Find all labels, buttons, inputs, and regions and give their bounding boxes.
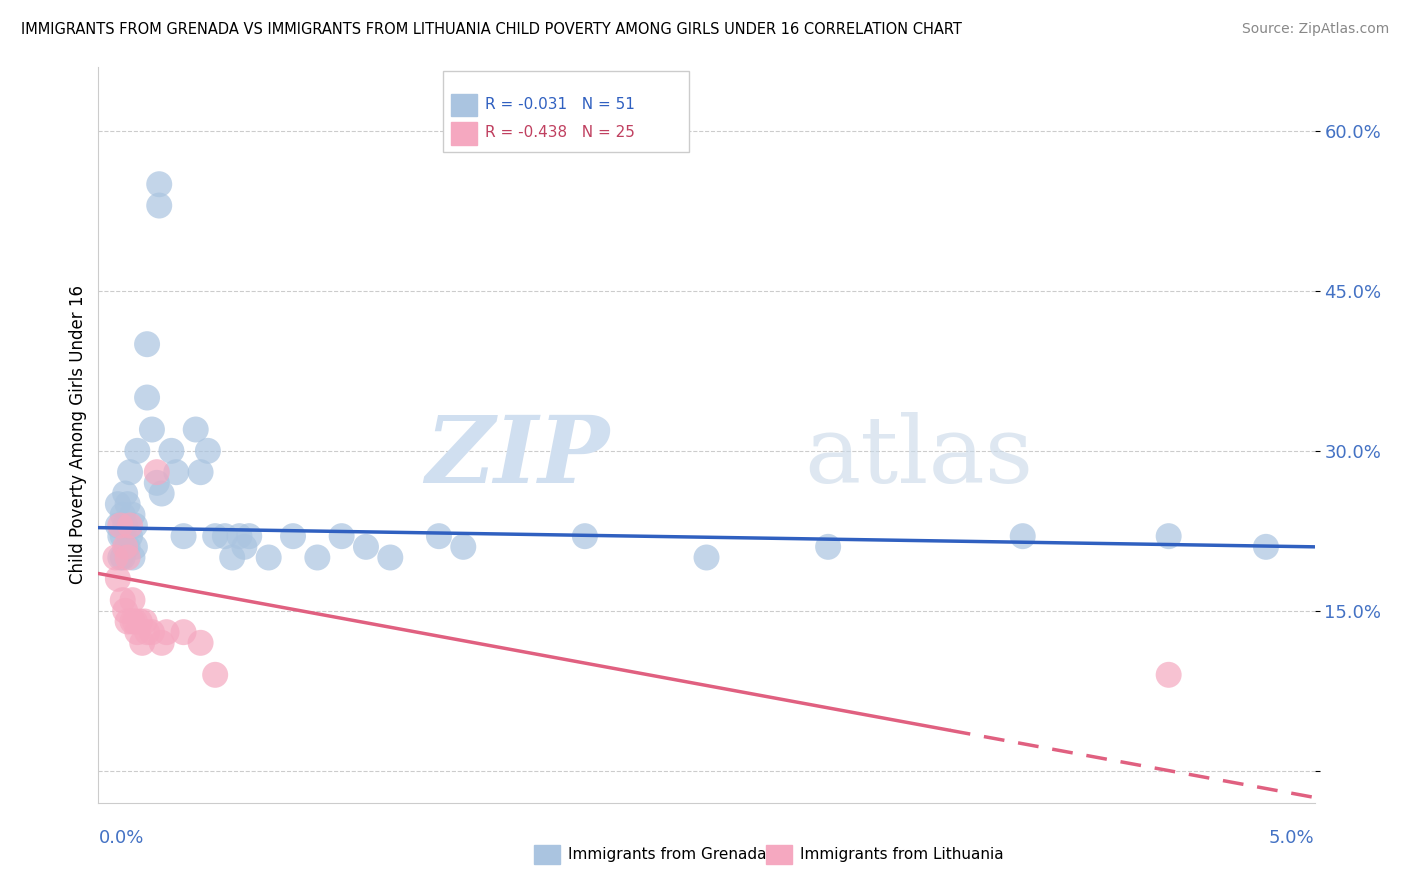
Point	[150, 486, 173, 500]
Point	[111, 529, 134, 543]
Point	[696, 550, 718, 565]
Point	[204, 668, 226, 682]
Text: ZIP: ZIP	[425, 412, 609, 502]
Text: atlas: atlas	[804, 412, 1033, 502]
Point	[173, 529, 195, 543]
Point	[173, 625, 195, 640]
Point	[136, 337, 159, 351]
Point	[107, 518, 129, 533]
Text: R = -0.031   N = 51: R = -0.031 N = 51	[485, 97, 636, 112]
Point	[117, 497, 139, 511]
Text: Immigrants from Grenada: Immigrants from Grenada	[568, 847, 766, 862]
Point	[190, 636, 212, 650]
Text: 0.0%: 0.0%	[98, 830, 143, 847]
Point	[281, 529, 304, 543]
Point	[114, 518, 136, 533]
Point	[141, 625, 163, 640]
Point	[148, 198, 170, 212]
Point	[117, 615, 139, 629]
Point	[114, 486, 136, 500]
Point	[330, 529, 353, 543]
Point	[114, 604, 136, 618]
Point	[817, 540, 839, 554]
Point	[127, 443, 149, 458]
Point	[380, 550, 402, 565]
Point	[110, 529, 132, 543]
Point	[111, 508, 134, 522]
Point	[257, 550, 280, 565]
Point	[107, 497, 129, 511]
Point	[118, 529, 141, 543]
Y-axis label: Child Poverty Among Girls Under 16: Child Poverty Among Girls Under 16	[69, 285, 87, 584]
Point	[148, 178, 170, 192]
Text: Immigrants from Lithuania: Immigrants from Lithuania	[800, 847, 1004, 862]
Point	[114, 540, 136, 554]
Point	[228, 529, 250, 543]
Point	[136, 391, 159, 405]
Point	[146, 475, 169, 490]
Point	[1157, 529, 1180, 543]
Point	[111, 593, 134, 607]
Point	[104, 550, 127, 565]
Point	[121, 508, 143, 522]
Point	[141, 423, 163, 437]
Point	[128, 615, 150, 629]
Point	[204, 529, 226, 543]
Point	[354, 540, 377, 554]
Point	[134, 615, 156, 629]
Text: Source: ZipAtlas.com: Source: ZipAtlas.com	[1241, 22, 1389, 37]
Point	[118, 518, 141, 533]
Point	[307, 550, 329, 565]
Point	[190, 465, 212, 479]
Point	[136, 625, 159, 640]
Point	[184, 423, 207, 437]
Point	[233, 540, 256, 554]
Point	[146, 465, 169, 479]
Point	[221, 550, 243, 565]
Point	[131, 636, 153, 650]
Point	[124, 518, 146, 533]
Point	[427, 529, 450, 543]
Point	[121, 593, 143, 607]
Text: R = -0.438   N = 25: R = -0.438 N = 25	[485, 126, 636, 140]
Point	[117, 540, 139, 554]
Point	[124, 615, 146, 629]
Point	[110, 518, 132, 533]
Point	[111, 550, 134, 565]
Point	[214, 529, 236, 543]
Text: 5.0%: 5.0%	[1270, 830, 1315, 847]
Point	[121, 615, 143, 629]
Text: IMMIGRANTS FROM GRENADA VS IMMIGRANTS FROM LITHUANIA CHILD POVERTY AMONG GIRLS U: IMMIGRANTS FROM GRENADA VS IMMIGRANTS FR…	[21, 22, 962, 37]
Point	[150, 636, 173, 650]
Point	[160, 443, 183, 458]
Point	[238, 529, 260, 543]
Point	[165, 465, 187, 479]
Point	[1254, 540, 1277, 554]
Point	[127, 625, 149, 640]
Point	[453, 540, 475, 554]
Point	[117, 550, 139, 565]
Point	[110, 550, 132, 565]
Point	[1011, 529, 1033, 543]
Point	[118, 465, 141, 479]
Point	[107, 572, 129, 586]
Point	[124, 540, 146, 554]
Point	[155, 625, 177, 640]
Point	[1157, 668, 1180, 682]
Point	[574, 529, 596, 543]
Point	[197, 443, 219, 458]
Point	[121, 550, 143, 565]
